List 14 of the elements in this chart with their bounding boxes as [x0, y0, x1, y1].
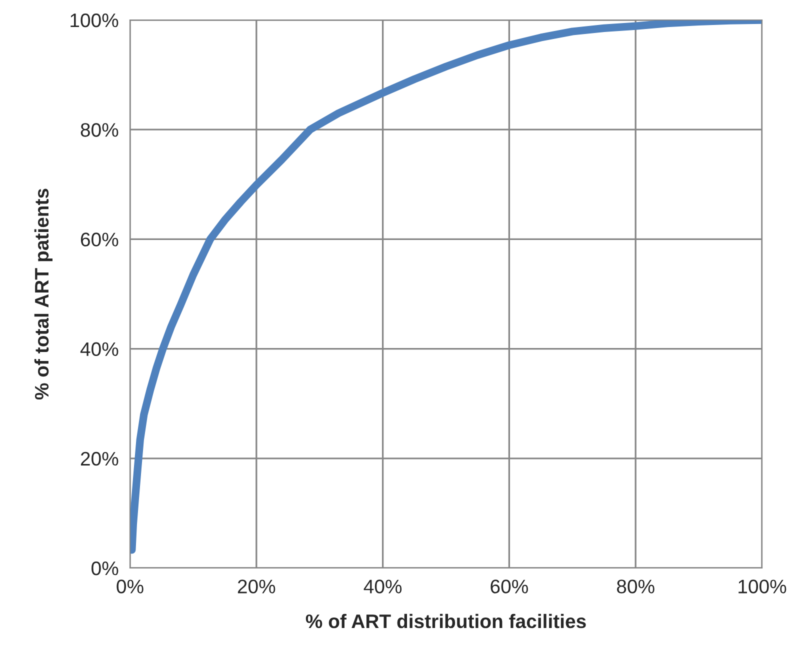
y-axis-title: % of total ART patients — [34, 188, 52, 400]
x-tick-label: 0% — [116, 580, 144, 594]
y-tick-label: 100% — [70, 13, 118, 28]
x-axis-title: % of ART distribution facilities — [306, 614, 586, 628]
x-tick-label: 20% — [238, 580, 276, 594]
y-tick-label: 40% — [80, 342, 118, 356]
x-tick-label: 40% — [364, 580, 402, 594]
y-tick-label: 80% — [80, 123, 118, 137]
x-tick-label: 100% — [738, 580, 786, 594]
x-tick-label: 60% — [490, 580, 528, 594]
y-tick-label: 20% — [80, 452, 118, 466]
x-tick-label: 80% — [616, 580, 654, 594]
y-tick-label: 0% — [92, 561, 118, 576]
y-tick-label: 60% — [80, 232, 118, 246]
